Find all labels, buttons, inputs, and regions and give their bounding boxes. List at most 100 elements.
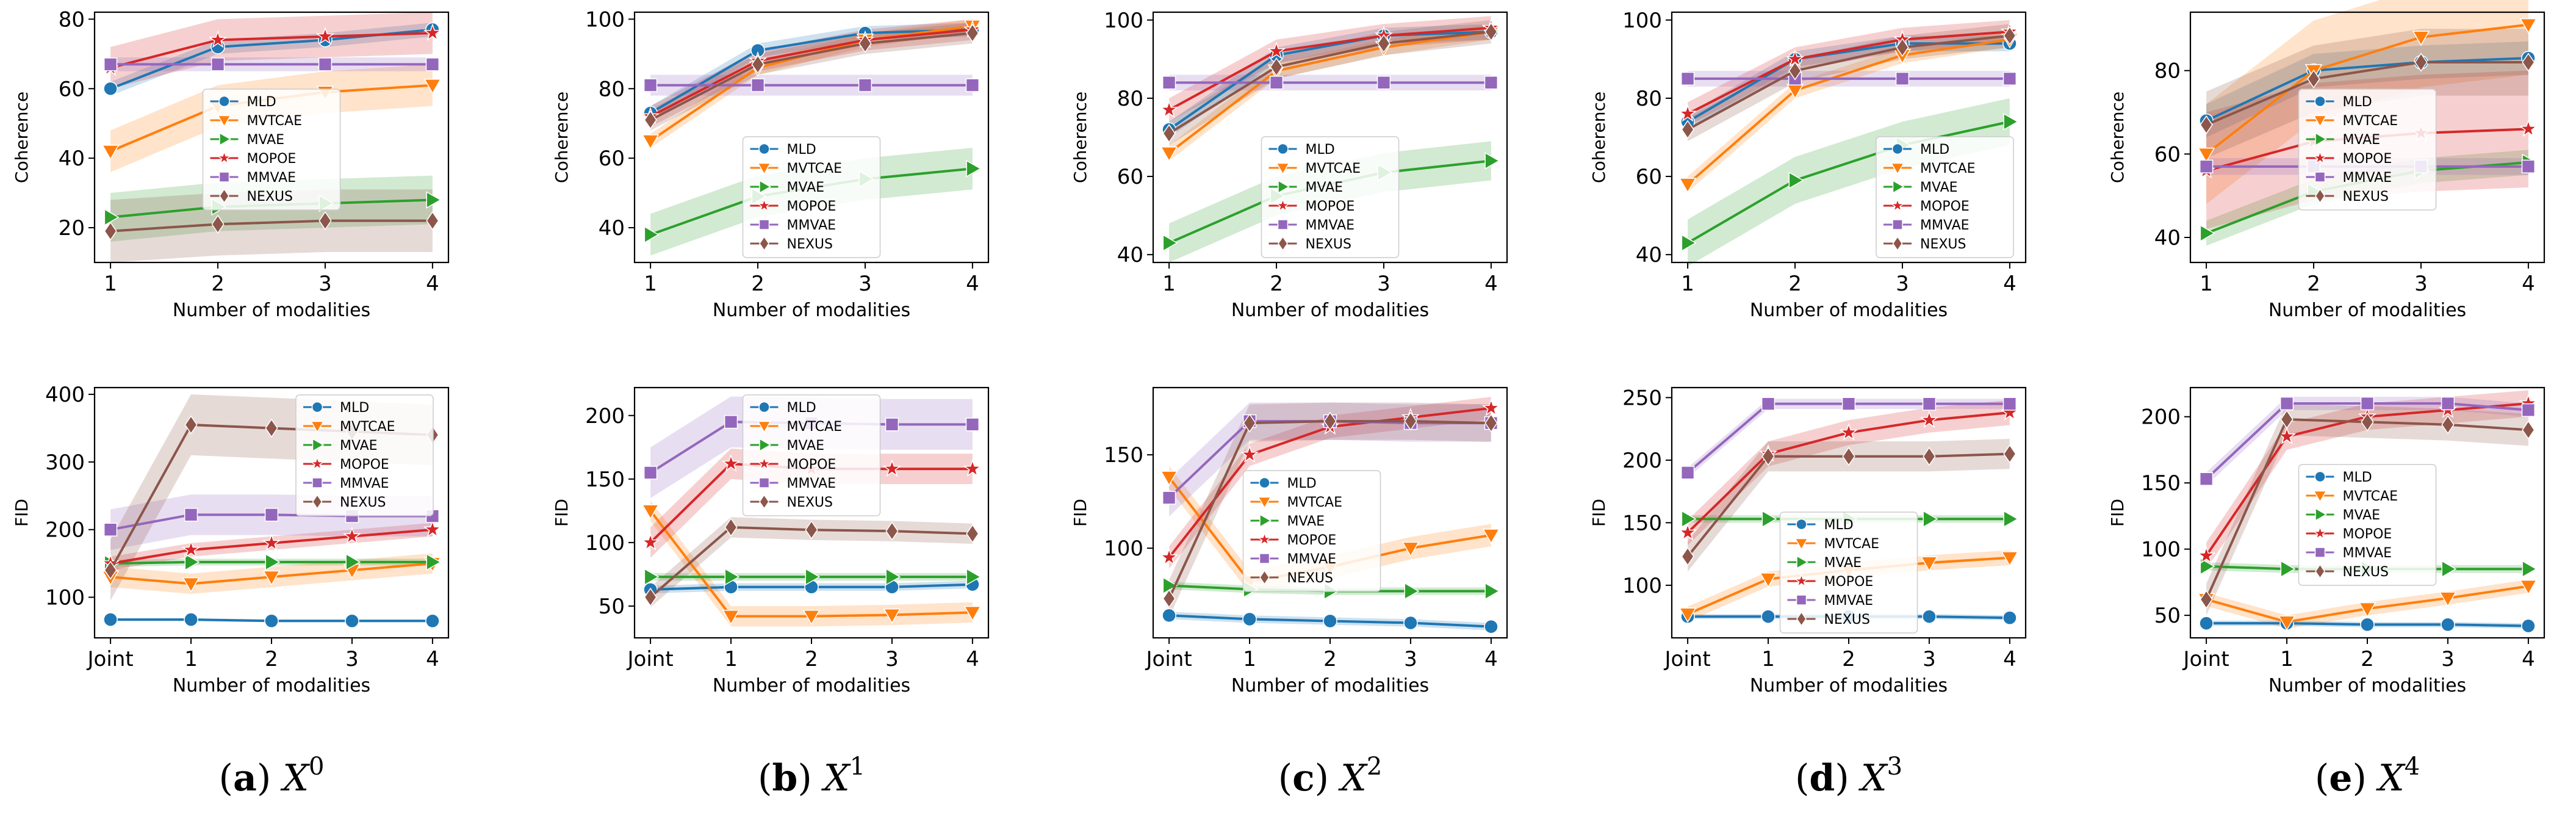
point-mvae-1 [184,553,200,571]
point-mvtcae-3 [423,79,442,95]
point-mvtcae-2 [2412,31,2430,46]
legend-label-mmvae: MMVAE [787,476,836,491]
y-tick-label: 100 [585,531,625,555]
point-mvtcae-4 [1482,529,1500,544]
legend-marker-mld [1259,477,1270,489]
point-mmvae-4 [2521,403,2536,417]
caption-paren: ) [2352,757,2378,800]
y-tick-label: 80 [1117,87,1143,111]
legend-label-mvtcae: MVTCAE [2343,114,2398,129]
band-mopoe [110,12,433,89]
point-nexus-3 [1404,411,1417,431]
point-mmvae-0 [1680,71,1695,86]
x-tick-label: 3 [1404,647,1417,671]
legend-label-mvtcae: MVTCAE [787,419,843,435]
legend-label-mmvae: MMVAE [1824,593,1874,609]
point-mmvae-3 [885,417,899,432]
point-nexus-0 [104,560,117,580]
legend-marker-mopoe [2312,150,2328,165]
band-mopoe [1169,397,1491,569]
x-tick-label: 3 [1896,272,1909,296]
legend-marker-nexus [1892,236,1903,251]
point-mopoe-3 [2519,119,2538,137]
legend: MLD MVTCAE MVAE MOPOE MMVAE NEXUS [742,136,881,258]
line-mvae [1687,120,2010,244]
point-mmvae-1 [2279,396,2294,411]
point-mvae-3 [2003,113,2019,131]
legend-marker-mvae [2315,132,2328,146]
chart-e-fid: Joint 1 2 3 4 50 100 150 200 Number of modalities… [2107,386,2545,696]
legend: MLD MVTCAE MVAE MOPOE MMVAE NEXUS [1261,136,1400,258]
x-axis-label: Number of modalities [1750,300,1948,321]
point-mmvae-1 [1269,76,1284,90]
legend-label-mld: MLD [787,142,816,157]
x-tick-label: 3 [1377,272,1391,296]
caption-paren: ( [758,757,772,800]
legend-marker-mopoe [1275,198,1290,212]
point-mvtcae-3 [2519,18,2538,34]
legend-marker-mvtcae [1257,496,1272,509]
point-mvae-3 [1484,152,1500,170]
x-tick-label: 4 [2003,647,2017,671]
point-mvae-3 [345,553,361,571]
y-tick-label: 40 [1117,243,1143,267]
band-nexus [1688,24,2010,142]
legend-label-mmvae: MMVAE [2343,170,2392,186]
point-mopoe-3 [423,23,442,42]
legend-label-mmvae: MMVAE [1306,218,1355,233]
legend-label-mvae: MVAE [787,180,825,195]
legend-label-mvtcae: MVTCAE [787,161,843,176]
caption-symbol: X [280,757,310,800]
legend-label-nexus: NEXUS [1306,237,1352,252]
y-tick-label: 300 [45,450,85,475]
legend-label-nexus: NEXUS [1287,571,1334,586]
caption-superscript: 2 [1367,753,1382,781]
legend-marker-mmvae [2314,172,2326,183]
chart-a-coherence: 1 2 3 4 20 40 60 80 Number of modalities Coherenc… [12,7,450,321]
legend-marker-nexus [2315,188,2325,204]
axes-frame [633,11,990,264]
legend-marker-nexus [1278,236,1288,251]
caption-symbol: X [2376,757,2406,800]
legend-label-mvae: MVAE [787,438,825,454]
legend-marker-mvae [1796,555,1809,569]
point-nexus-2 [1896,38,1909,57]
legend-label-nexus: NEXUS [1824,612,1871,627]
x-axis-label: Number of modalities [1750,675,1948,696]
x-tick-label: 1 [2200,272,2213,296]
band-mopoe [650,19,973,127]
x-axis-label: Number of modalities [1231,675,1429,696]
axes-frame [1671,11,2027,264]
legend-marker-mld [1277,143,1289,155]
x-tick-label: 1 [2280,647,2294,671]
caption-paren: ) [1835,757,1860,800]
x-tick-label: 1 [644,272,657,296]
band-mopoe [1688,20,2010,126]
point-mopoe-2 [315,26,335,45]
band-mld [2206,41,2528,137]
x-axis-label: Number of modalities [2268,300,2466,321]
point-nexus-3 [2441,415,2455,435]
caption-c: (c) X2 [1278,753,1383,800]
point-mopoe-2 [262,533,281,551]
point-mmvae-4 [965,417,980,432]
point-mmvae-0 [103,522,118,537]
legend-marker-mvae [1259,513,1272,528]
legend-marker-mopoe [309,456,325,471]
x-tick-label: 2 [2307,272,2320,296]
point-mvtcae-4 [2519,579,2538,595]
point-nexus-3 [2003,26,2017,46]
caption-a: (a) X0 [219,753,325,800]
chart-c-coherence: 1 2 3 4 40 60 80 100 Number of modalities Coheren… [1070,9,1508,321]
legend-label-nexus: NEXUS [787,237,833,252]
point-mvae-0 [644,226,660,244]
y-tick-label: 40 [59,146,85,171]
point-mmvae-3 [1484,76,1498,90]
x-tick-label: 2 [1788,272,1802,296]
legend-marker-nexus [1796,611,1807,627]
point-mvtcae-0 [1160,146,1178,162]
band-nexus [110,189,433,262]
legend-label-mld: MLD [2343,95,2372,110]
legend-label-mopoe: MOPOE [1824,574,1874,590]
y-tick-label: 100 [1622,9,1662,33]
